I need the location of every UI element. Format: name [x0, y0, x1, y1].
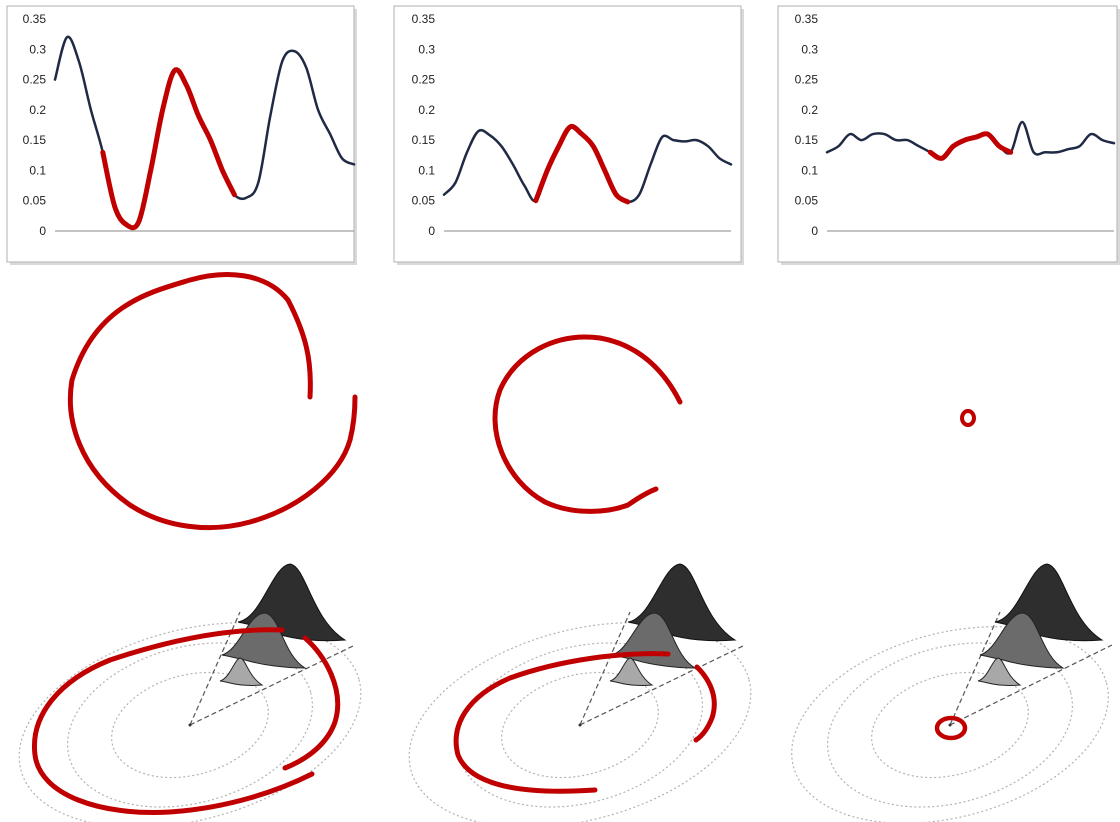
- orbit-diagram-2: [408, 563, 752, 822]
- chart-2-y-tick-label: 0.1: [418, 163, 435, 177]
- chart-1-y-tick-label: 0.05: [23, 194, 47, 208]
- chart-3-highlight-segment: [927, 131, 1014, 161]
- orbit-3-ring-outer: [791, 626, 1109, 822]
- orbit-1-ring-middle: [66, 642, 314, 808]
- chart-2-y-tick-label: 0.05: [412, 194, 436, 208]
- orbit-3-ring-inner: [871, 671, 1029, 779]
- trajectory-small: [960, 409, 976, 427]
- trajectory-large: [67, 272, 358, 531]
- chart-1-highlight-segment: [100, 67, 237, 231]
- chart-2-y-tick-label: 0.15: [412, 133, 436, 147]
- orbit-3-origin: [948, 723, 952, 727]
- trajectory-large-arc: [67, 272, 358, 531]
- chart-1-y-tick-label: 0: [39, 224, 46, 238]
- chart-1-y-tick-label: 0.1: [29, 163, 46, 177]
- orbit-2-trajectory: [453, 651, 671, 794]
- chart-3-y-tick-label: 0.3: [801, 42, 818, 56]
- orbit-1-peak-light: [219, 657, 264, 686]
- orbit-1-trajectory-tail: [282, 635, 341, 771]
- chart-3-y-tick-label: 0: [811, 224, 818, 238]
- chart-3-y-tick-label: 0.35: [795, 12, 819, 26]
- orbit-diagram-3: [791, 563, 1113, 822]
- trajectory-medium-arc: [492, 334, 683, 514]
- orbit-2-origin: [578, 723, 582, 727]
- chart-1-y-tick-label: 0.3: [29, 42, 46, 56]
- chart-2-y-ticks: 0.35 0.3 0.25 0.2 0.15 0.1 0.05 0: [412, 12, 436, 238]
- chart-1-y-tick-label: 0.2: [29, 103, 46, 117]
- chart-1-y-ticks: 0.35 0.3 0.25 0.2 0.15 0.1 0.05 0: [23, 12, 47, 238]
- chart-3-y-tick-label: 0.25: [795, 73, 819, 87]
- orbit-2-ring-inner: [501, 671, 659, 779]
- orbit-3-axis-a: [949, 611, 1001, 726]
- chart-1-y-tick-label: 0.15: [23, 133, 47, 147]
- orbit-3-peak-light: [977, 657, 1022, 686]
- chart-3-y-ticks: 0.35 0.3 0.25 0.2 0.15 0.1 0.05 0: [795, 12, 819, 238]
- orbit-1-axis-b: [189, 644, 356, 726]
- orbit-1-trajectory: [31, 627, 315, 815]
- chart-3-y-tick-label: 0.15: [795, 133, 819, 147]
- orbit-3-ring-middle: [826, 642, 1074, 808]
- orbit-1-ring-outer: [18, 622, 362, 822]
- chart-3-y-tick-label: 0.1: [801, 163, 818, 177]
- chart-3-frame: [777, 5, 1118, 263]
- chart-2-y-tick-label: 0.35: [412, 12, 436, 26]
- orbit-2-axis-b: [579, 644, 746, 726]
- orbit-2-axis-a: [579, 611, 631, 726]
- orbit-2-ring-middle: [456, 642, 704, 808]
- chart-1-y-tick-label: 0.35: [23, 12, 47, 26]
- chart-2-y-tick-label: 0: [428, 224, 435, 238]
- orbit-2-trajectory-tail: [693, 664, 717, 743]
- line-chart-3: 0.35 0.3 0.25 0.2 0.15 0.1 0.05 0: [777, 5, 1120, 265]
- chart-2-y-tick-label: 0.3: [418, 42, 435, 56]
- line-chart-2: 0.35 0.3 0.25 0.2 0.15 0.1 0.05 0: [393, 5, 744, 265]
- chart-3-y-tick-label: 0.05: [795, 194, 819, 208]
- trajectory-medium: [492, 334, 683, 514]
- orbit-1-origin: [188, 723, 192, 727]
- chart-2-y-tick-label: 0.25: [412, 73, 436, 87]
- chart-2-y-tick-label: 0.2: [418, 103, 435, 117]
- orbit-3-axis-b: [949, 644, 1113, 726]
- chart-1-y-tick-label: 0.25: [23, 73, 47, 87]
- orbit-2-ring-outer: [408, 622, 752, 822]
- chart-1-frame: [6, 5, 355, 263]
- orbit-diagram-1: [18, 563, 362, 822]
- trajectory-small-loop: [960, 409, 976, 427]
- orbit-2-peak-light: [609, 657, 654, 686]
- line-chart-1: 0.35 0.3 0.25 0.2 0.15 0.1 0.05 0: [6, 5, 357, 265]
- chart-2-highlight-segment: [533, 123, 631, 205]
- orbit-1-axis-a: [189, 611, 241, 726]
- orbit-1-ring-inner: [111, 671, 269, 779]
- orbit-3-trajectory-loop: [934, 715, 968, 741]
- chart-3-y-tick-label: 0.2: [801, 103, 818, 117]
